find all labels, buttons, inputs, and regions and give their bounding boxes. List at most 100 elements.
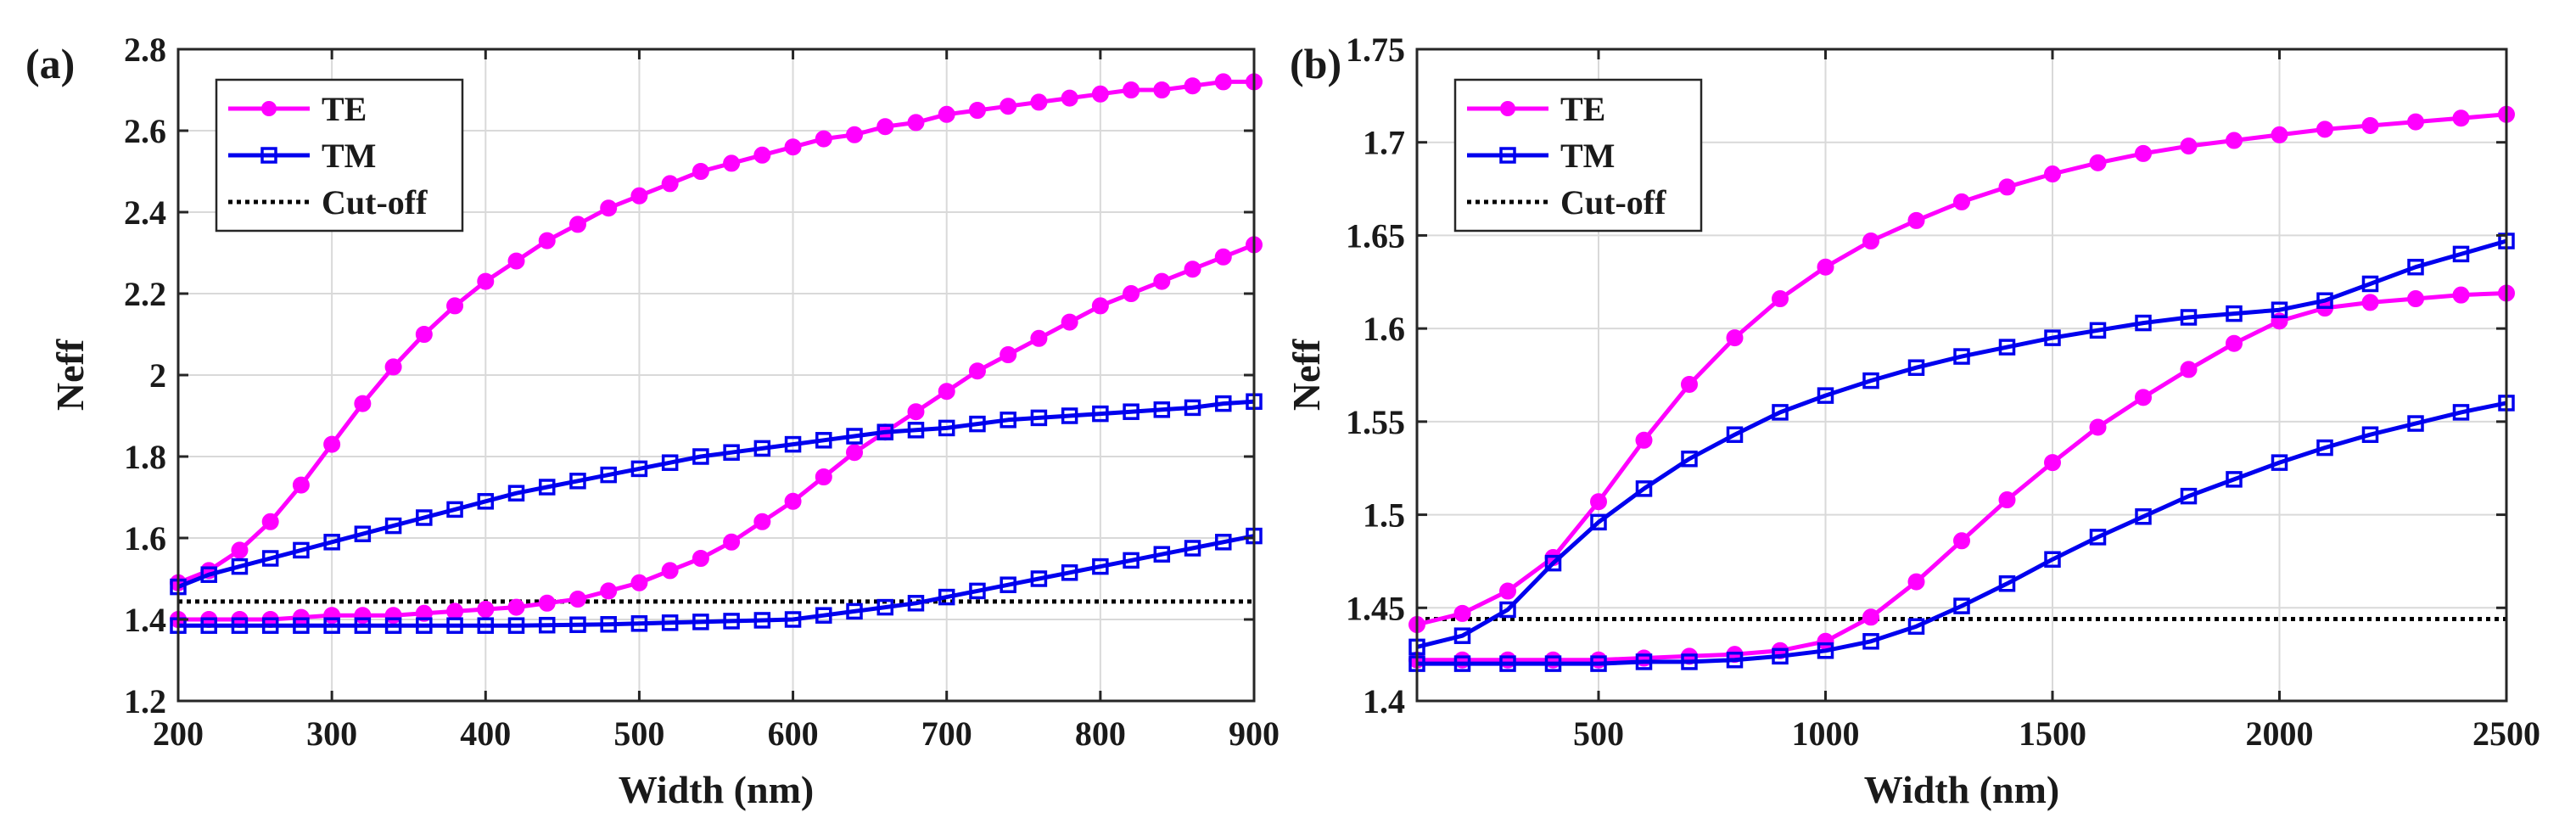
- y-tick-label: 2.4: [124, 193, 166, 232]
- data-point-tm0: [2271, 301, 2288, 318]
- data-point-tm0: [1998, 339, 2016, 356]
- data-point-te0: [753, 146, 771, 164]
- legend-label: Cut-off: [322, 183, 428, 221]
- data-point-tm0: [630, 460, 648, 478]
- data-point-tm0: [846, 428, 863, 445]
- data-point-tm1: [1953, 597, 1970, 614]
- data-point-te0: [815, 130, 832, 148]
- data-point-te0: [538, 232, 556, 249]
- legend-label: Cut-off: [1560, 183, 1666, 221]
- data-point-tm1: [1215, 534, 1232, 551]
- data-point-te1: [2452, 286, 2470, 304]
- data-point-tm0: [2226, 305, 2243, 322]
- data-point-te0: [2361, 116, 2379, 134]
- data-point-te1: [2180, 361, 2198, 378]
- data-point-te1: [2044, 454, 2061, 472]
- data-point-te1: [2361, 294, 2379, 311]
- series-line-tm0: [1416, 238, 2507, 649]
- data-point-te1: [968, 362, 986, 380]
- data-point-tm0: [293, 541, 310, 559]
- data-point-tm1: [231, 617, 249, 634]
- data-point-te1: [1184, 261, 1201, 278]
- data-point-tm1: [846, 602, 863, 620]
- data-point-te1: [415, 604, 433, 622]
- data-point-tm1: [2089, 529, 2107, 546]
- x-tick-label: 1000: [1792, 715, 1860, 753]
- data-point-te0: [1907, 211, 1925, 229]
- data-point-tm0: [2452, 245, 2470, 263]
- x-axis-title: Width (nm): [619, 768, 814, 811]
- data-point-tm1: [1681, 653, 1698, 670]
- x-tick-label: 500: [613, 715, 664, 753]
- data-point-tm0: [2407, 258, 2424, 276]
- data-point-te0: [1499, 582, 1516, 600]
- data-point-te1: [2226, 334, 2243, 352]
- data-point-tm1: [2271, 454, 2288, 471]
- y-tick-label: 2.6: [124, 112, 166, 150]
- data-point-tm0: [1184, 399, 1201, 417]
- data-point-te1: [1030, 329, 1048, 347]
- y-tick-label: 1.6: [124, 519, 166, 558]
- data-point-tm0: [2135, 314, 2152, 332]
- data-point-te0: [1123, 81, 1140, 98]
- panel-label: (a): [25, 40, 75, 87]
- data-point-tm0: [261, 550, 279, 567]
- data-point-tm1: [323, 617, 340, 634]
- data-point-te1: [1061, 313, 1078, 331]
- panel-label: (b): [1290, 40, 1341, 87]
- legend-label: TE: [322, 90, 367, 128]
- data-point-tm1: [2226, 471, 2243, 488]
- data-point-tm1: [1726, 651, 1744, 669]
- data-point-te0: [1030, 93, 1048, 111]
- data-point-tm1: [815, 607, 832, 624]
- y-axis-title: Neff: [1285, 339, 1328, 411]
- data-point-tm1: [630, 615, 648, 632]
- data-point-tm1: [1061, 564, 1078, 581]
- data-point-tm0: [1153, 401, 1171, 418]
- data-point-tm1: [2316, 439, 2333, 457]
- data-point-te0: [1000, 98, 1017, 115]
- y-tick-label: 1.8: [124, 438, 166, 476]
- data-point-te1: [600, 582, 618, 600]
- data-point-te1: [538, 594, 556, 612]
- y-tick-label: 1.5: [1363, 496, 1405, 535]
- data-point-te1: [1953, 532, 1970, 550]
- x-tick-label: 600: [768, 715, 819, 753]
- data-point-te0: [231, 541, 249, 559]
- data-point-tm0: [969, 415, 986, 433]
- data-point-te0: [1681, 375, 1698, 393]
- data-point-te0: [907, 114, 925, 132]
- data-point-tm1: [753, 612, 771, 629]
- data-point-tm0: [1772, 404, 1789, 421]
- data-point-te0: [1726, 329, 1744, 347]
- data-point-tm0: [1123, 403, 1140, 420]
- data-point-te1: [938, 383, 955, 401]
- data-point-tm0: [1681, 450, 1698, 468]
- data-point-te0: [1862, 233, 1879, 250]
- y-tick-label: 1.4: [124, 601, 166, 639]
- y-tick-label: 1.55: [1346, 403, 1405, 441]
- legend-marker-tm: [260, 147, 277, 164]
- x-tick-label: 2500: [2472, 715, 2540, 753]
- data-point-tm1: [1817, 642, 1834, 659]
- x-tick-label: 900: [1229, 715, 1280, 753]
- data-point-tm1: [876, 598, 894, 616]
- data-point-tm1: [261, 617, 279, 634]
- data-point-tm0: [1635, 480, 1653, 497]
- data-point-tm0: [723, 444, 740, 461]
- y-axis-title: Neff: [48, 339, 92, 411]
- data-point-te0: [415, 326, 433, 343]
- data-point-tm1: [938, 588, 955, 606]
- y-tick-label: 2.8: [124, 31, 166, 69]
- data-point-te0: [323, 435, 341, 453]
- data-point-tm0: [692, 448, 709, 465]
- data-point-te0: [477, 272, 495, 290]
- data-point-tm0: [416, 509, 433, 526]
- data-point-tm0: [2089, 322, 2107, 339]
- data-point-te0: [630, 187, 648, 205]
- data-point-tm1: [1862, 633, 1879, 650]
- data-point-te0: [1184, 77, 1201, 95]
- data-point-tm0: [1061, 407, 1078, 424]
- data-point-tm0: [354, 525, 372, 542]
- data-point-te0: [2180, 137, 2198, 155]
